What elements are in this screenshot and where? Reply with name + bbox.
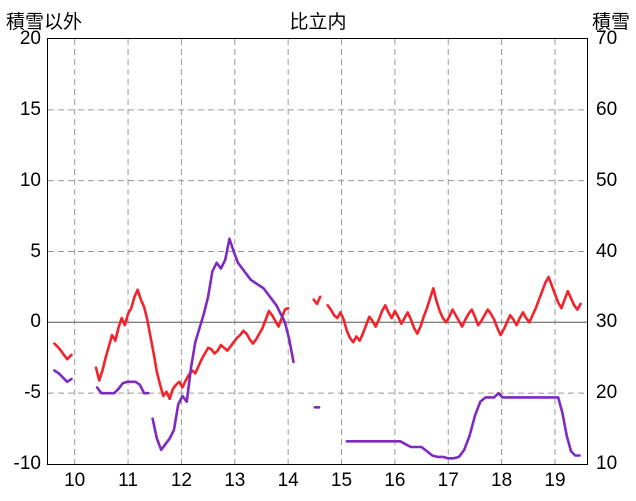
y-tick-left--10: -10 bbox=[13, 453, 41, 474]
right-axis-unit-label: 積雪 bbox=[591, 12, 630, 33]
y-tick-left-10: 10 bbox=[19, 169, 41, 191]
y-tick-right-10: 10 bbox=[596, 453, 618, 474]
y-tick-right-60: 60 bbox=[596, 98, 618, 120]
plot-area bbox=[47, 38, 588, 465]
x-tick-10: 10 bbox=[64, 470, 86, 491]
y-tick-right-70: 70 bbox=[596, 28, 618, 49]
y-tick-left-15: 15 bbox=[19, 98, 41, 120]
x-tick-14: 14 bbox=[277, 470, 299, 491]
x-tick-13: 13 bbox=[224, 470, 246, 491]
x-tick-18: 18 bbox=[491, 470, 513, 491]
chart-title: 比立内 bbox=[289, 12, 347, 33]
x-tick-16: 16 bbox=[384, 470, 406, 491]
x-tick-15: 15 bbox=[330, 470, 353, 491]
y-tick-left-20: 20 bbox=[19, 28, 41, 49]
chart-canvas bbox=[48, 39, 587, 464]
x-tick-11: 11 bbox=[118, 470, 138, 491]
x-tick-12: 12 bbox=[170, 470, 192, 491]
y-tick-left-0: 0 bbox=[30, 311, 41, 333]
y-tick-right-20: 20 bbox=[596, 382, 618, 404]
y-tick-right-50: 50 bbox=[596, 169, 618, 191]
x-tick-19: 19 bbox=[544, 470, 566, 491]
y-tick-right-30: 30 bbox=[596, 311, 618, 333]
left-axis-unit-label: 積雪以外 bbox=[6, 12, 83, 33]
y-tick-left--5: -5 bbox=[24, 382, 41, 404]
y-tick-right-40: 40 bbox=[596, 240, 618, 262]
x-tick-17: 17 bbox=[437, 470, 459, 491]
y-tick-left-5: 5 bbox=[30, 240, 41, 262]
